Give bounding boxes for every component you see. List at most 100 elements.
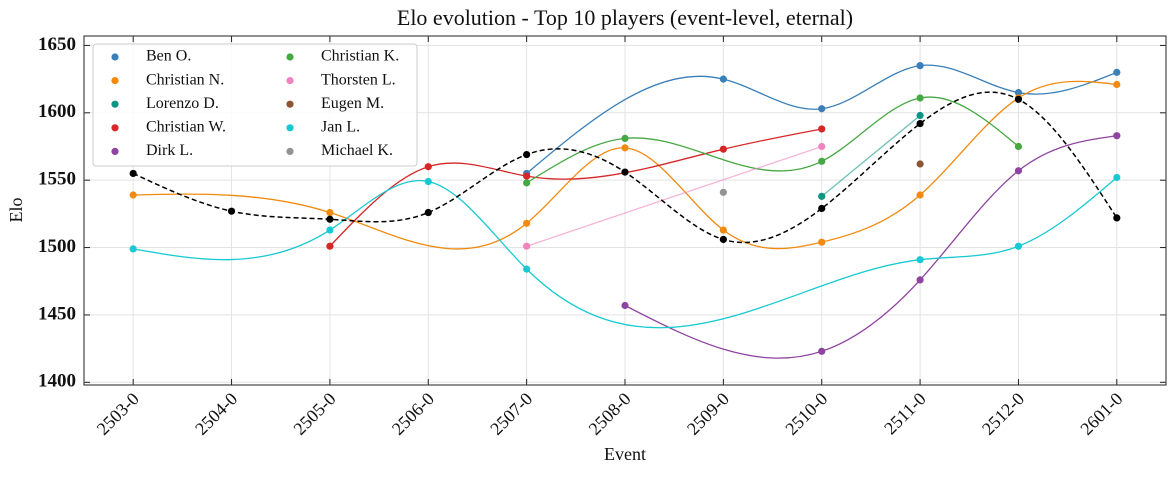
data-point — [916, 276, 924, 284]
data-point — [818, 347, 826, 355]
data-point — [326, 208, 334, 217]
legend-marker — [286, 100, 294, 108]
data-point — [1014, 88, 1023, 97]
legend-marker — [111, 100, 119, 108]
y-tick-label: 1650 — [38, 34, 76, 55]
data-point — [818, 192, 826, 200]
x-tick-label: 2601-0 — [1076, 389, 1126, 439]
data-point — [129, 245, 137, 253]
data-point — [916, 119, 924, 128]
y-tick-label: 1600 — [38, 101, 76, 122]
legend-label: Lorenzo D. — [146, 95, 219, 112]
series-line — [624, 135, 1117, 359]
data-point — [523, 242, 531, 250]
data-point — [326, 215, 334, 223]
data-point — [1113, 132, 1121, 140]
data-point — [719, 235, 727, 244]
dots — [129, 62, 1121, 355]
x-tick-label: 2507-0 — [486, 389, 536, 439]
legend-label: Eugen M. — [321, 95, 384, 112]
data-point — [818, 125, 826, 133]
data-point — [1014, 95, 1023, 103]
x-tick-label: 2509-0 — [683, 389, 733, 439]
data-point — [1113, 68, 1121, 76]
x-tick-label: 2505-0 — [289, 389, 339, 439]
chart-title: Elo evolution - Top 10 players (event-le… — [397, 5, 853, 30]
x-tick-label: 2503-0 — [93, 389, 143, 439]
legend-marker — [286, 77, 294, 85]
data-point — [523, 150, 531, 159]
data-point — [1113, 214, 1121, 222]
series-line — [132, 91, 1118, 244]
legend-label: Michael K. — [321, 142, 393, 159]
legend-label: Ben O. — [146, 48, 191, 65]
data-point — [326, 226, 334, 234]
data-point — [818, 105, 826, 113]
data-point — [129, 169, 137, 178]
y-tick-label: 1550 — [38, 169, 76, 190]
data-point — [916, 94, 924, 102]
data-point — [129, 191, 137, 199]
data-point — [621, 144, 629, 152]
legend-box — [92, 43, 418, 167]
data-point — [523, 179, 531, 187]
data-point — [916, 191, 924, 199]
data-point — [916, 62, 924, 70]
data-point — [424, 163, 432, 171]
data-point — [1113, 80, 1121, 89]
legend-label: Dirk L. — [146, 142, 193, 159]
data-point — [621, 301, 629, 310]
data-point — [818, 204, 826, 213]
legend-marker — [111, 124, 119, 132]
data-point — [818, 142, 826, 151]
data-point — [818, 238, 826, 246]
series-line — [526, 96, 1019, 184]
data-point — [719, 226, 727, 234]
data-point — [916, 111, 924, 120]
data-point — [719, 145, 727, 153]
legend-label: Thorsten L. — [321, 71, 396, 88]
legend-label: Christian W. — [146, 118, 226, 135]
data-point — [916, 256, 924, 264]
x-tick-label: 2511-0 — [880, 389, 930, 439]
legend: Ben O. Christian N. Lorenzo D. Christian W.… — [92, 43, 418, 167]
y-tick-label: 1500 — [38, 236, 76, 257]
data-point — [719, 188, 727, 196]
data-point — [1113, 173, 1121, 182]
data-point — [1014, 242, 1023, 250]
x-tick-label: 2504-0 — [191, 389, 241, 439]
legend-marker — [286, 124, 294, 132]
legend-marker — [111, 77, 119, 85]
legend-marker — [111, 147, 119, 155]
x-tick-label: 2510-0 — [781, 389, 831, 439]
x-tick-label: 2506-0 — [388, 389, 438, 439]
data-point — [1014, 142, 1023, 151]
data-point — [326, 242, 334, 250]
data-point — [424, 208, 432, 217]
x-axis-label: Event — [604, 444, 646, 464]
legend-marker — [111, 53, 119, 61]
data-point — [523, 265, 531, 273]
y-axis-label: Elo — [6, 198, 26, 223]
legend-marker — [286, 53, 294, 61]
legend-marker — [286, 147, 294, 155]
x-tick-label: 2508-0 — [585, 389, 635, 439]
y-tick-label: 1450 — [38, 303, 76, 324]
series-line — [329, 128, 822, 247]
series-line — [821, 114, 921, 197]
data-point — [227, 207, 236, 215]
y-tick-label: 1400 — [38, 371, 76, 392]
data-point — [719, 75, 727, 83]
data-point — [523, 172, 531, 180]
legend-label: Christian K. — [321, 48, 399, 65]
data-point — [424, 177, 432, 186]
data-point — [916, 160, 924, 168]
data-point — [1014, 167, 1023, 175]
x-tick-label: 2512-0 — [978, 389, 1028, 439]
data-point — [621, 168, 629, 176]
series-line — [526, 145, 822, 247]
data-point — [818, 157, 826, 165]
legend-label: Christian N. — [146, 71, 224, 88]
